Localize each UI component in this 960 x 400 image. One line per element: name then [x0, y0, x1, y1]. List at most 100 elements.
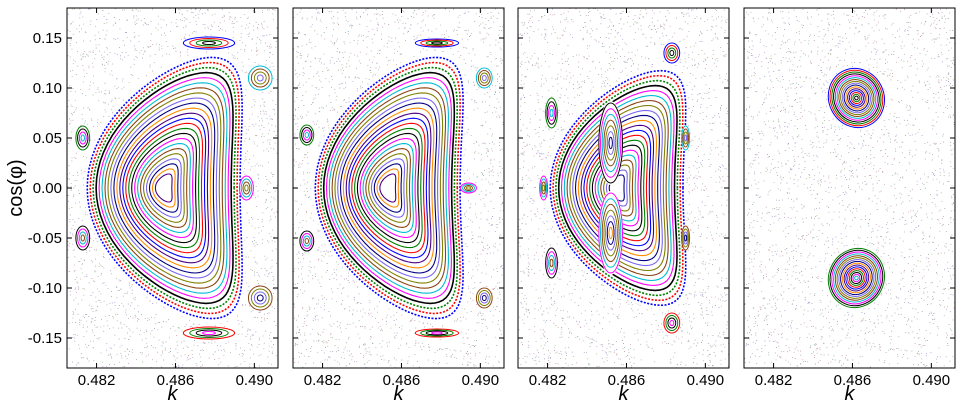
island-curve [548, 255, 555, 271]
invariant-curve [572, 109, 663, 267]
island-curve [681, 125, 691, 151]
island-curve [253, 71, 267, 85]
island-curve [431, 331, 443, 335]
island-curve [77, 128, 89, 148]
island-curve [667, 47, 677, 59]
island-curve [848, 90, 864, 106]
island-curve [598, 192, 624, 274]
x-axis-label: k [394, 383, 405, 400]
plot-frame [743, 7, 956, 369]
island-curve [546, 101, 557, 125]
island-curve [239, 175, 254, 201]
island-curve [477, 70, 491, 86]
y-tick-label: 0.00 [33, 180, 62, 197]
invariant-curve [314, 56, 464, 320]
y-tick-label: -0.10 [28, 280, 62, 297]
x-tick-label: 0.490 [913, 372, 951, 389]
island-curve [836, 77, 877, 119]
island-curve [466, 186, 471, 190]
invariant-curve [597, 154, 637, 222]
main-island [312, 52, 466, 324]
island [239, 175, 254, 201]
invariant-curve [557, 84, 678, 292]
x-tick-label: 0.482 [529, 372, 567, 389]
island-curve [827, 67, 885, 129]
island-curve [840, 80, 873, 116]
island-curve [549, 108, 554, 118]
island-curve [838, 79, 875, 117]
island-curve [202, 41, 216, 45]
island [826, 246, 886, 310]
island-curve [189, 328, 229, 338]
invariant-curve [600, 159, 634, 217]
island-curve [663, 42, 681, 64]
island-curve [540, 178, 548, 198]
invariant-curve [376, 168, 400, 208]
island [545, 247, 558, 279]
island-curve [80, 234, 86, 242]
island-curve [431, 41, 443, 45]
main-island [84, 52, 246, 324]
island-curve [545, 247, 558, 279]
invariant-curve [98, 77, 231, 299]
x-axis-label: k [168, 383, 179, 400]
island-curve [831, 251, 882, 305]
x-tick-label: 0.486 [834, 372, 872, 389]
plot-area [293, 8, 504, 368]
island-curve [541, 181, 547, 195]
island-curve [414, 38, 460, 48]
island-curve [608, 136, 613, 150]
invariant-curve [359, 137, 417, 239]
sea-points [744, 8, 955, 368]
island-curve [299, 124, 315, 146]
island-curve [608, 226, 613, 240]
invariant-curve [92, 66, 237, 310]
invariant-curve [331, 87, 447, 289]
x-axis-label: k [619, 383, 630, 400]
island-curve [195, 329, 223, 337]
invariant-curve [554, 79, 681, 297]
island-curve [606, 131, 615, 155]
island-curve [843, 264, 870, 292]
island-curve [600, 108, 622, 178]
invariant-curve [560, 90, 675, 286]
sea-points [744, 8, 955, 368]
y-tick-label: 0.15 [33, 30, 62, 47]
island-curve [244, 184, 249, 192]
island-curve [546, 251, 557, 275]
island [681, 225, 691, 251]
invariant-curve [552, 74, 684, 302]
island-curve [841, 262, 871, 294]
island [247, 65, 273, 91]
island-curve [827, 247, 885, 309]
island-curve [684, 234, 688, 242]
x-tick-label: 0.486 [608, 372, 646, 389]
invariant-curve [368, 153, 409, 223]
island [75, 225, 91, 251]
island [75, 125, 91, 151]
invariant-curve [131, 132, 197, 244]
invariant-curve [563, 94, 672, 282]
island-curve [302, 129, 311, 141]
island-curve [182, 36, 236, 50]
x-tick-label: 0.482 [755, 372, 793, 389]
island-curve [481, 295, 487, 301]
y-tick-label: 0.10 [33, 80, 62, 97]
invariant-curve [589, 139, 646, 237]
island-curve [250, 68, 270, 88]
island-curve [250, 288, 270, 308]
invariant-curve [356, 132, 420, 244]
island [182, 36, 236, 50]
island-curve [847, 268, 866, 288]
island-curve [600, 198, 622, 268]
invariant-curve [95, 71, 234, 305]
island-curve [477, 290, 491, 306]
chaotic-sea [744, 8, 955, 368]
island-curve [481, 75, 487, 81]
invariant-curve [101, 82, 228, 294]
island-curve [854, 95, 859, 101]
invariant-curve [362, 143, 414, 233]
x-tick-label: 0.482 [304, 372, 342, 389]
island-curve [852, 93, 861, 103]
island-curve [189, 38, 229, 48]
